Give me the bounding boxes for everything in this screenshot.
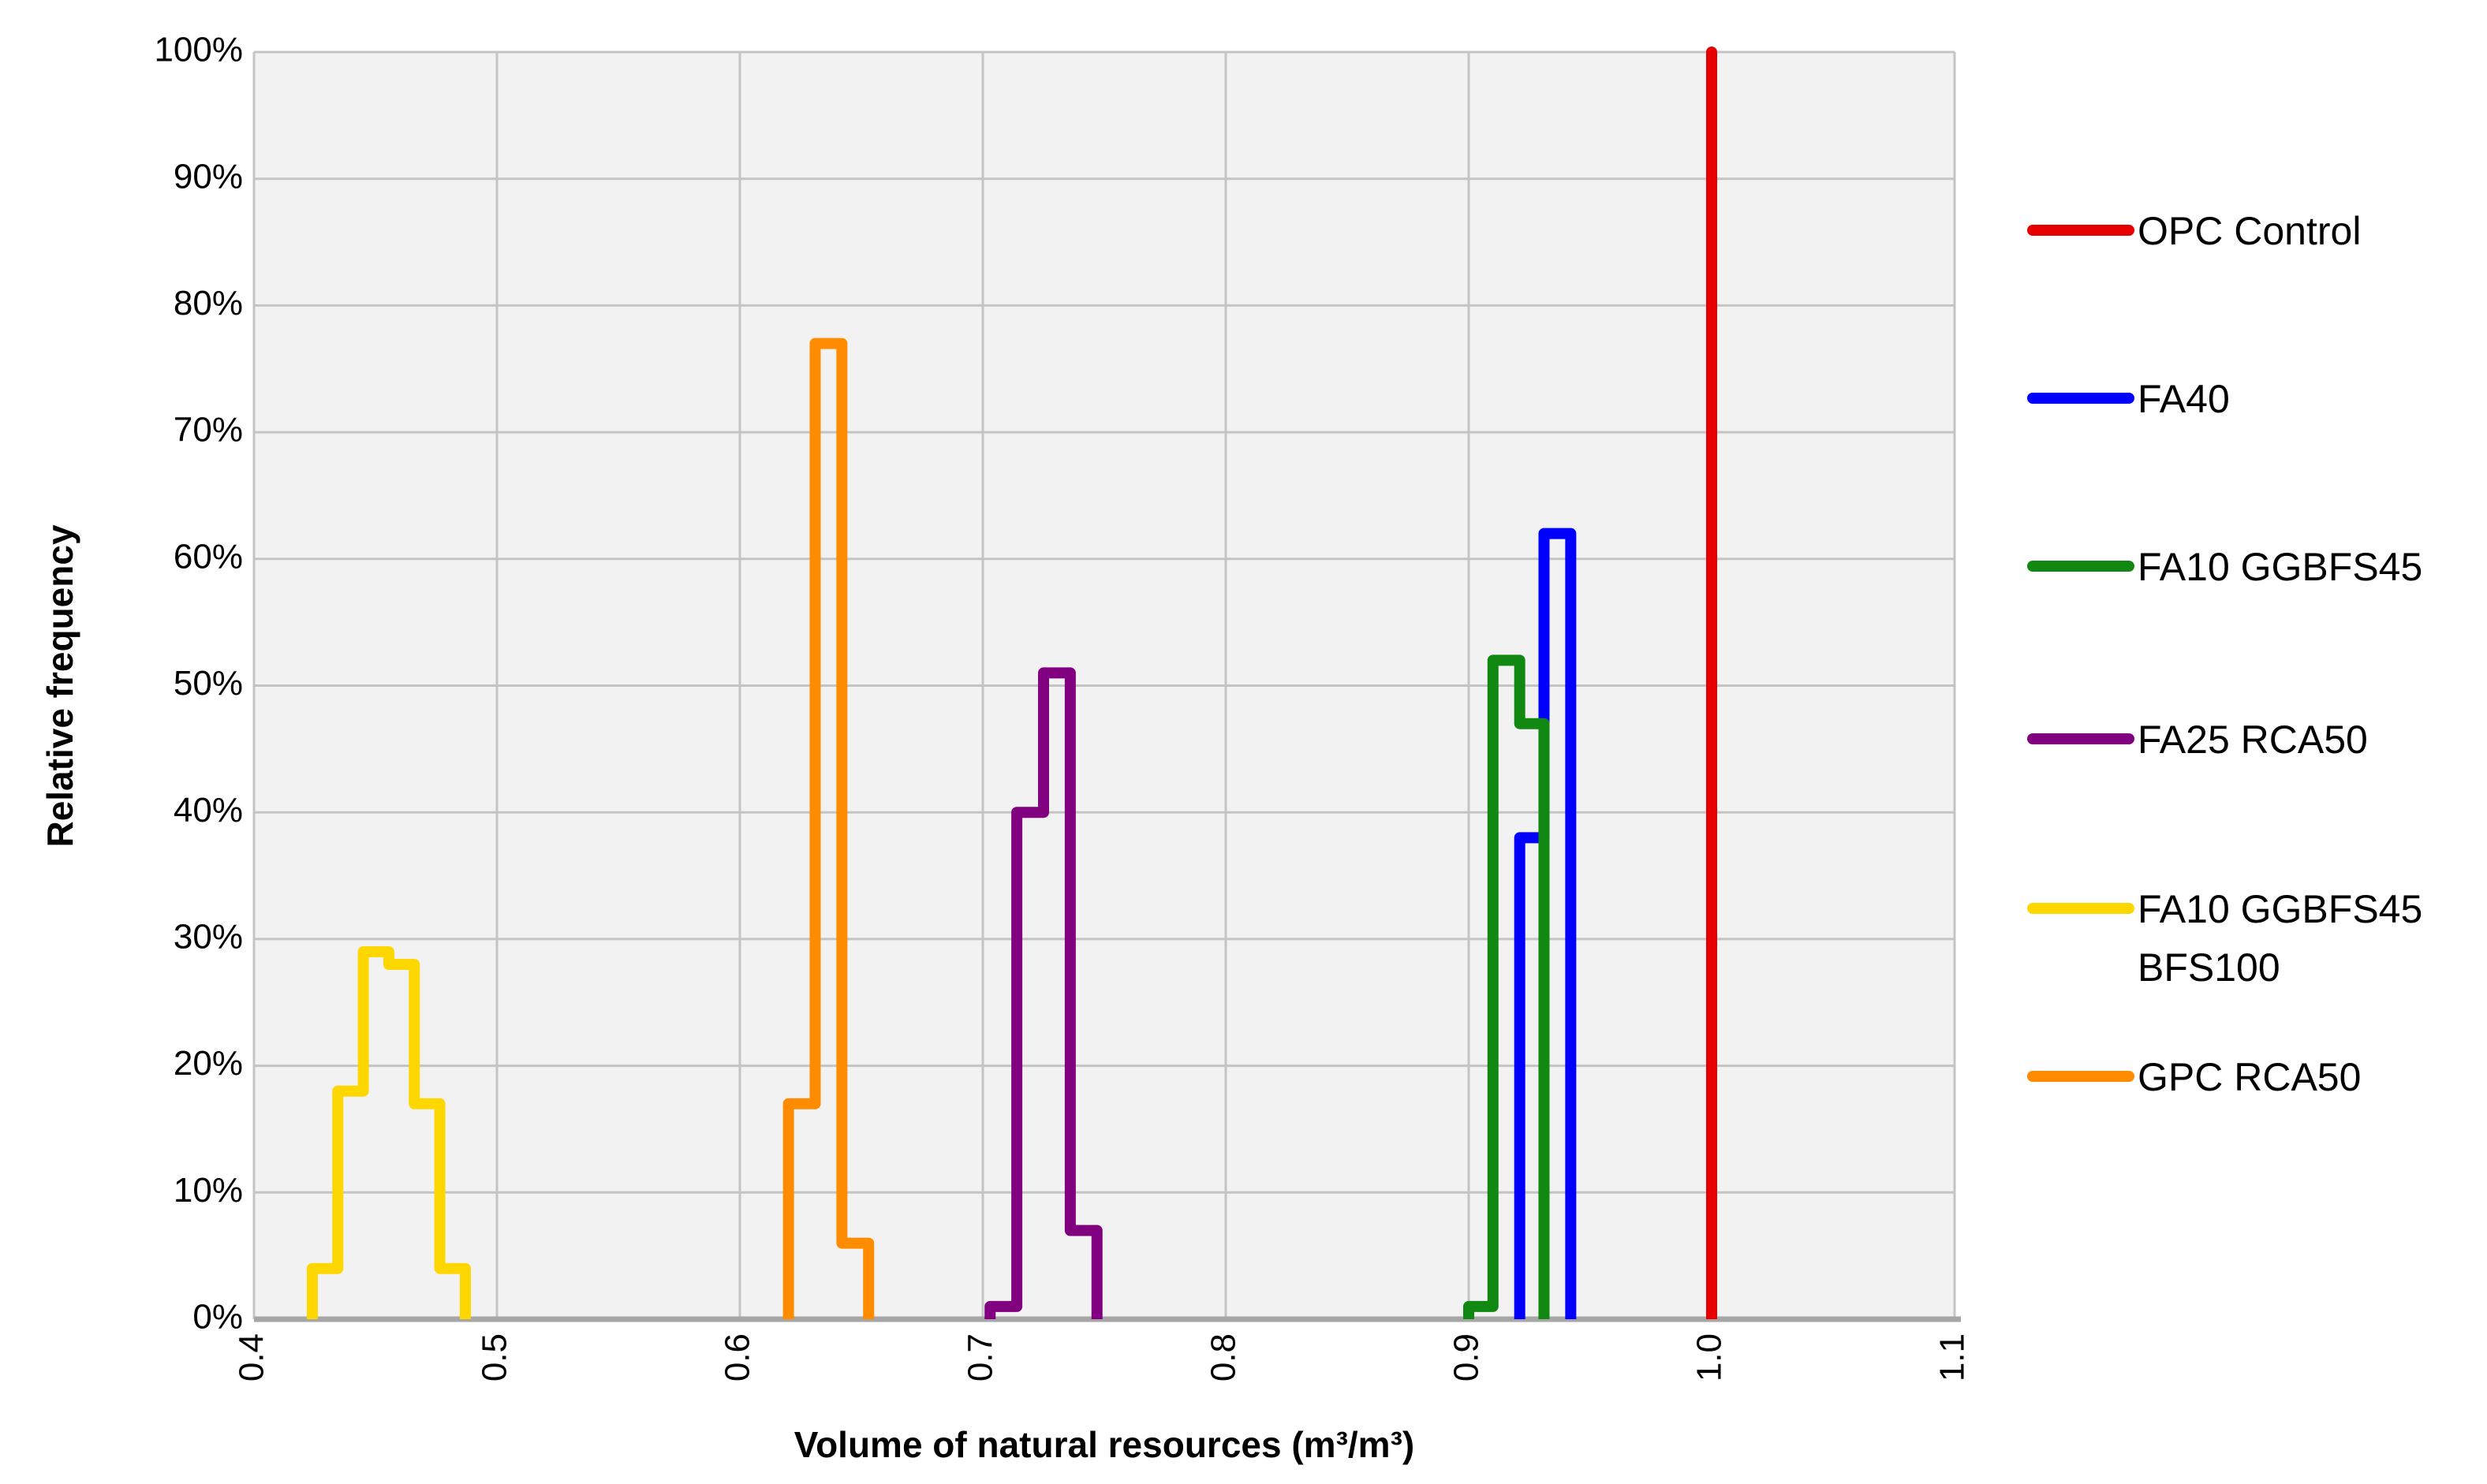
x-tick-label: 0.6 [719, 1333, 757, 1381]
y-axis-title: Relative frequency [39, 524, 80, 847]
x-tick-label: 1.1 [1933, 1333, 1972, 1381]
y-tick-label: 0% [192, 1298, 243, 1337]
y-tick-label: 70% [174, 411, 243, 449]
legend-label: FA10 GGBFS45 BFS100 [2138, 887, 2423, 990]
legend-item: FA10 GGBFS45 BFS100 [2027, 880, 2472, 997]
x-tick-label: 1.0 [1690, 1333, 1729, 1381]
legend-swatch [2027, 733, 2134, 744]
histogram-outline [984, 667, 1103, 1319]
y-tick-label: 10% [174, 1171, 243, 1210]
y-tick-label: 100% [154, 31, 243, 69]
legend-swatch [2027, 561, 2134, 572]
y-tick-label: 60% [174, 537, 243, 576]
y-tick-label: 90% [174, 157, 243, 196]
legend-item: FA25 RCA50 [2027, 710, 2472, 769]
legend-item: FA10 GGBFS45 [2027, 538, 2472, 596]
legend-item: OPC Control [2027, 202, 2472, 260]
y-tick-label: 20% [174, 1044, 243, 1083]
histogram-outline [782, 337, 875, 1319]
legend-label: GPC RCA50 [2138, 1055, 2362, 1099]
histogram-outline [306, 945, 471, 1319]
legend-item: FA40 [2027, 370, 2472, 428]
legend-swatch [2027, 393, 2134, 404]
y-tick-label: 50% [174, 664, 243, 703]
x-tick-label: 0.9 [1447, 1333, 1486, 1381]
legend-swatch [2027, 225, 2134, 236]
legend-swatch [2027, 903, 2134, 914]
legend-label: FA10 GGBFS45 [2138, 545, 2423, 589]
y-tick-label: 30% [174, 918, 243, 956]
legend-swatch [2027, 1071, 2134, 1082]
y-tick-label: 40% [174, 791, 243, 830]
legend-item: GPC RCA50 [2027, 1048, 2472, 1106]
x-tick-label: 0.7 [962, 1333, 1000, 1381]
legend-label: FA40 [2138, 377, 2230, 421]
y-tick-label: 80% [174, 284, 243, 323]
x-tick-label: 0.8 [1204, 1333, 1243, 1381]
x-tick-label: 0.5 [476, 1333, 514, 1381]
x-axis-title: Volume of natural resources (m³/m³) [794, 1424, 1414, 1465]
histogram-outline [1463, 654, 1550, 1319]
histogram-outline [1514, 528, 1577, 1319]
x-tick-label: 0.4 [233, 1333, 271, 1381]
legend-label: FA25 RCA50 [2138, 718, 2368, 762]
legend-label: OPC Control [2138, 209, 2362, 253]
